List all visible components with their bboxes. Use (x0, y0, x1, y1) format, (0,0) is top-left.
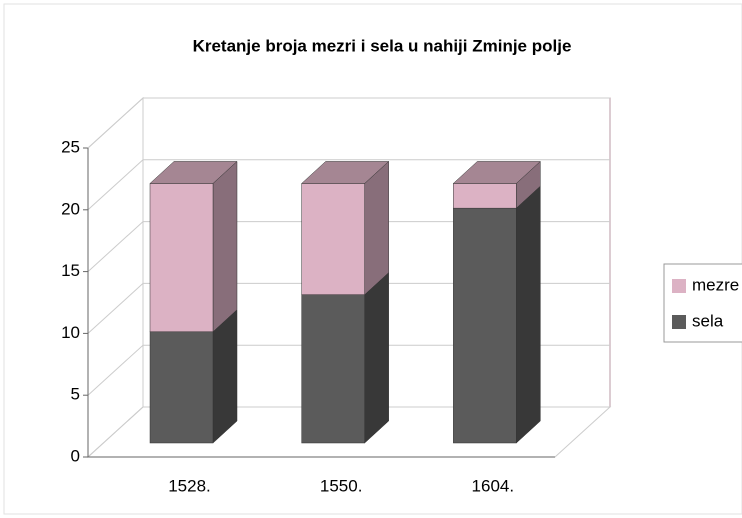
grid-line (87, 283, 144, 334)
grid-line (87, 221, 144, 272)
chart-title: Kretanje broja mezri i sela u nahiji Zmi… (193, 36, 572, 55)
bar (301, 183, 365, 295)
grid-line (87, 97, 144, 149)
y-tick-label: 5 (71, 385, 80, 404)
grid-line (87, 159, 144, 211)
x-tick-label: 1604. (472, 476, 515, 495)
bar-top (149, 161, 238, 184)
x-tick-label: 1550. (320, 476, 363, 495)
bar (149, 183, 214, 333)
bar-side (212, 309, 238, 444)
legend-label: sela (692, 311, 724, 330)
bar-side (364, 272, 389, 444)
y-tick-label: 0 (71, 446, 80, 465)
legend-label: mezre (692, 275, 739, 294)
bar (301, 294, 365, 444)
side-wall (87, 96, 144, 459)
y-tick-label: 10 (61, 323, 80, 342)
y-tick-label: 20 (61, 199, 80, 218)
grid-line (87, 406, 144, 458)
bar (453, 207, 517, 444)
bar-top (301, 161, 390, 184)
legend-swatch (672, 279, 686, 293)
bar-top (452, 161, 541, 184)
bar (149, 331, 214, 444)
bar (453, 183, 517, 209)
y-tick-label: 25 (61, 137, 80, 156)
y-tick-label: 15 (61, 261, 80, 280)
grid-line (87, 344, 144, 396)
bar-side (516, 185, 541, 444)
bar-side (364, 160, 389, 296)
legend-swatch (672, 315, 686, 329)
x-tick-label: 1528. (168, 476, 211, 495)
bar-side (212, 160, 238, 333)
